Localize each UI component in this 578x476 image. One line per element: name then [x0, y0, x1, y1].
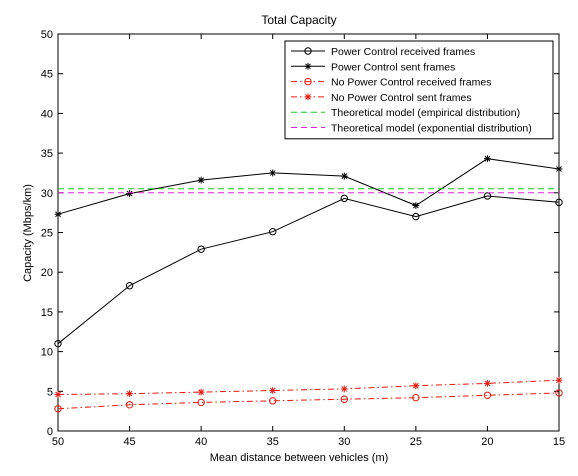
data-point-no-power-control-received-frames — [197, 398, 205, 407]
chart-title: Total Capacity — [261, 13, 336, 27]
star-stroke — [556, 166, 562, 172]
data-point-power-control-received-frames — [412, 212, 420, 221]
plot-area: 0 5 10 15 20 25 30 35 40 45 50 50 45 40 35 30 25 20 15 — [41, 29, 565, 448]
legend-marker-power-control-sent-frames — [304, 62, 312, 70]
data-point-no-power-control-received-frames — [269, 397, 277, 405]
star-stroke — [198, 389, 204, 395]
data-point-power-control-received-frames — [269, 228, 277, 236]
y-tick-label: 30 — [41, 188, 53, 200]
legend-marker-no-power-control-sent-frames — [304, 93, 312, 101]
data-point-no-power-control-sent-frames — [555, 376, 563, 384]
x-tick-label: 20 — [481, 436, 493, 448]
y-tick-label: 45 — [41, 69, 53, 81]
data-point-power-control-sent-frames — [340, 172, 348, 180]
star-stroke — [198, 177, 204, 183]
star-stroke — [55, 391, 61, 398]
data-point-power-control-received-frames — [483, 192, 492, 200]
legend-label: No Power Control sent frames — [331, 92, 472, 104]
data-point-no-power-control-sent-frames — [126, 390, 133, 398]
y-tick-label: 20 — [41, 267, 53, 279]
data-point-no-power-control-received-frames — [125, 401, 134, 409]
legend-label: Theoretical model (exponential distribut… — [331, 123, 532, 135]
y-tick-label: 15 — [41, 307, 53, 319]
star-stroke — [269, 170, 276, 176]
legend: Power Control received frames Power Contr… — [284, 40, 554, 140]
data-point-no-power-control-sent-frames — [340, 385, 348, 393]
legend-label: No Power Control received frames — [331, 77, 491, 89]
legend-marker-no-power-control-received-frames — [304, 77, 312, 86]
data-point-no-power-control-received-frames — [483, 391, 492, 399]
data-point-power-control-received-frames — [125, 281, 134, 290]
data-point-power-control-received-frames — [555, 198, 563, 207]
y-tick-label: 50 — [41, 29, 53, 41]
star-stroke — [341, 386, 348, 392]
x-tick-label: 35 — [267, 436, 279, 448]
y-tick-label: 40 — [41, 108, 53, 120]
data-point-power-control-sent-frames — [126, 190, 133, 197]
star-stroke — [126, 390, 133, 397]
star-stroke — [305, 63, 311, 70]
data-point-no-power-control-sent-frames — [197, 388, 205, 396]
data-point-power-control-sent-frames — [197, 176, 205, 184]
legend-label: Power Control sent frames — [331, 61, 455, 73]
data-point-power-control-sent-frames — [484, 155, 491, 163]
star-stroke — [413, 382, 419, 389]
y-tick-label: 35 — [41, 148, 53, 160]
data-point-no-power-control-sent-frames — [269, 387, 277, 394]
data-point-no-power-control-sent-frames — [484, 379, 491, 387]
series-line-no-power-control-received-frames — [57, 392, 560, 410]
x-tick-label: 40 — [195, 436, 207, 448]
x-tick-label: 50 — [52, 436, 64, 448]
star-stroke — [269, 387, 276, 394]
data-point-no-power-control-received-frames — [340, 395, 348, 403]
star-stroke — [126, 190, 133, 197]
data-point-no-power-control-sent-frames — [412, 382, 420, 390]
x-tick-label: 15 — [553, 436, 565, 448]
star-stroke — [556, 377, 562, 384]
star-stroke — [55, 211, 61, 218]
data-point-power-control-sent-frames — [555, 165, 563, 173]
star-stroke — [305, 94, 311, 100]
y-axis-label: Capacity (Mbps/km) — [22, 184, 34, 282]
y-tick-label: 10 — [41, 347, 53, 359]
data-point-no-power-control-received-frames — [54, 405, 62, 413]
data-point-power-control-sent-frames — [54, 210, 62, 218]
legend-label: Theoretical model (empirical distributio… — [331, 107, 520, 119]
legend-box — [284, 40, 554, 140]
data-point-power-control-received-frames — [54, 339, 62, 348]
legend-marker-power-control-received-frames — [304, 47, 312, 55]
y-tick-label: 25 — [41, 228, 53, 240]
star-stroke — [484, 155, 491, 162]
x-tick-label: 30 — [338, 436, 350, 448]
star-stroke — [341, 173, 348, 179]
data-point-power-control-received-frames — [340, 194, 348, 203]
y-tick-label: 5 — [47, 386, 53, 398]
x-axis-label: Mean distance between vehicles (m) — [210, 452, 389, 464]
x-tick-label: 45 — [123, 436, 135, 448]
legend-label: Power Control received frames — [331, 46, 475, 58]
y-tick-label: 0 — [47, 426, 53, 438]
data-point-no-power-control-received-frames — [555, 389, 563, 397]
series-line-no-power-control-sent-frames — [57, 379, 560, 395]
data-point-no-power-control-sent-frames — [54, 391, 62, 398]
star-stroke — [484, 380, 491, 387]
series-line-power-control-sent-frames — [57, 158, 560, 215]
data-point-power-control-received-frames — [197, 245, 205, 253]
data-point-power-control-sent-frames — [269, 169, 277, 177]
data-point-power-control-sent-frames — [412, 202, 420, 209]
star-stroke — [413, 202, 419, 209]
series-line-power-control-received-frames — [57, 195, 560, 345]
x-tick-label: 25 — [410, 436, 422, 448]
data-point-no-power-control-received-frames — [412, 393, 420, 402]
